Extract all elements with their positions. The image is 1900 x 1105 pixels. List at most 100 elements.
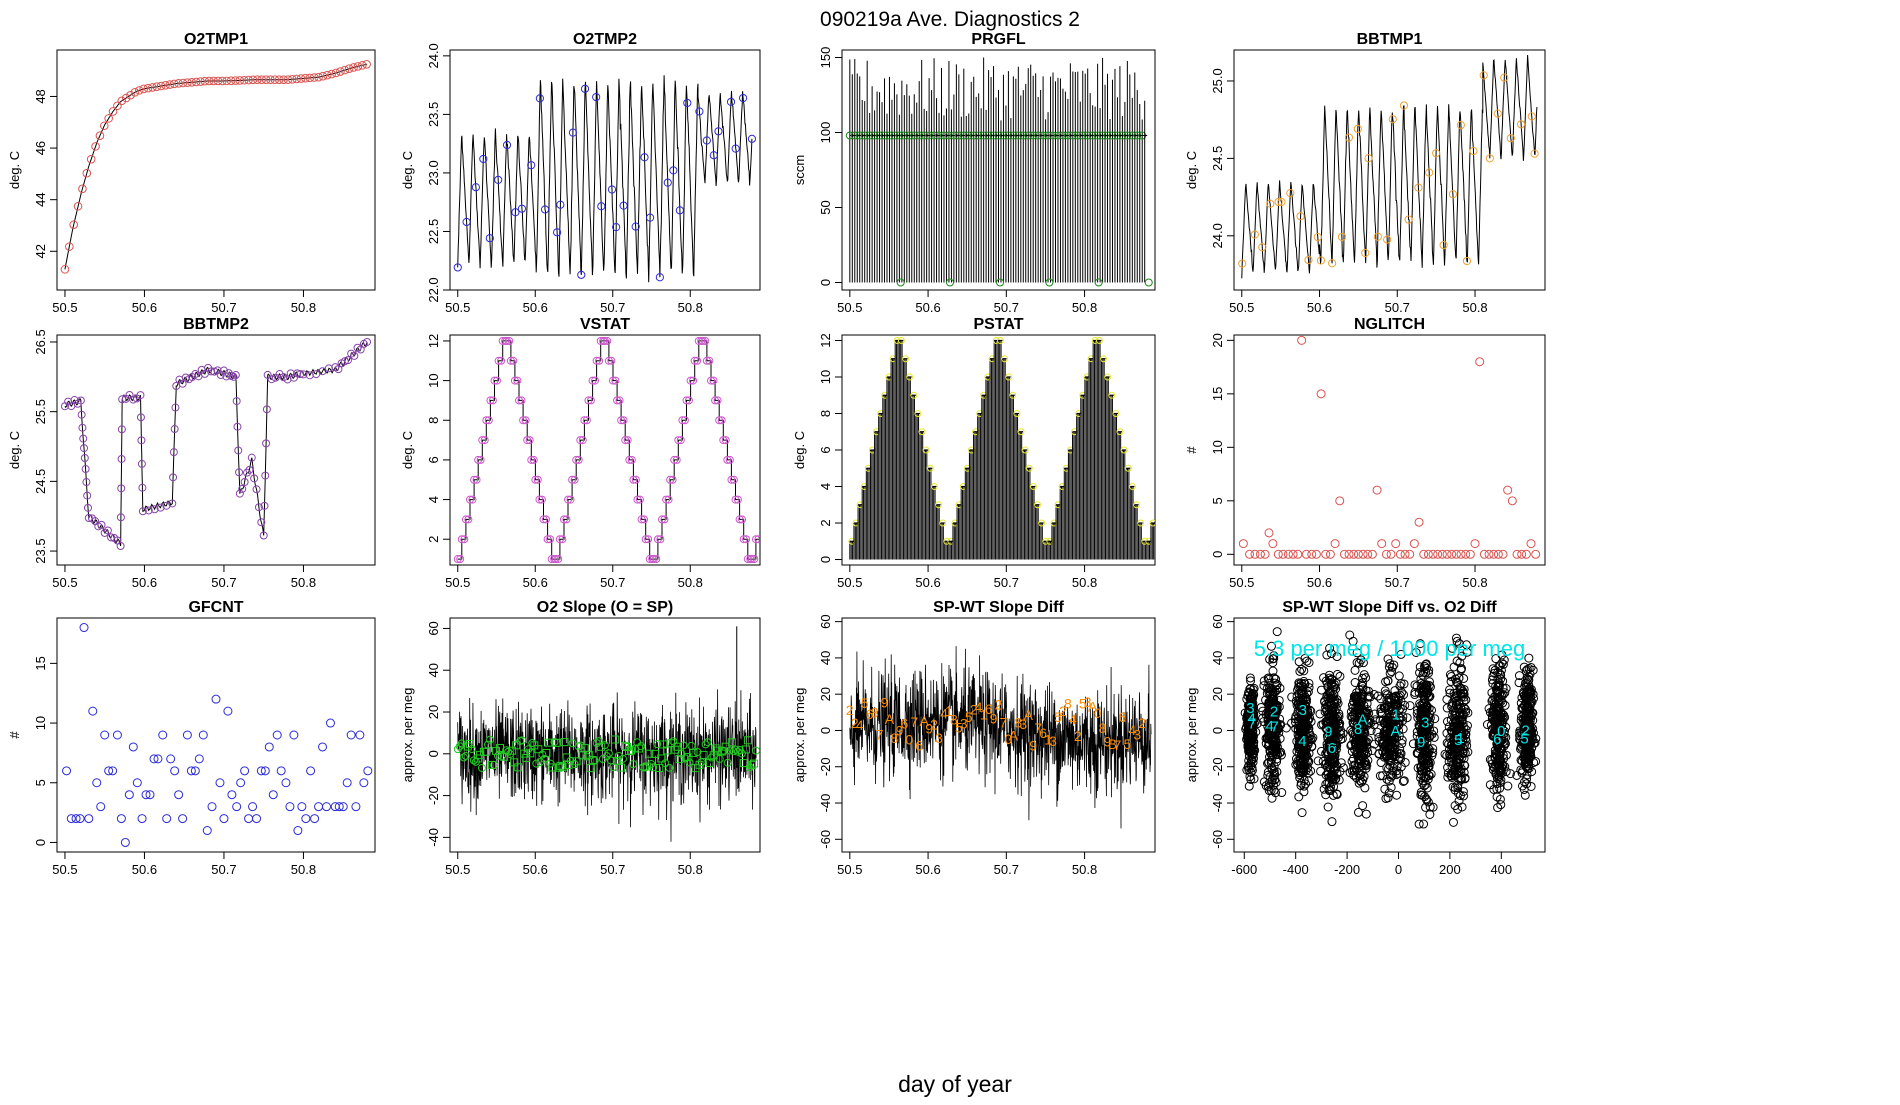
cluster-point [1494, 765, 1504, 775]
cluster-point [1442, 694, 1452, 704]
x-tick-label: 0 [1395, 862, 1402, 877]
data-square [544, 738, 553, 747]
data-square [741, 745, 750, 754]
data-point [474, 455, 483, 464]
data-point [1493, 549, 1503, 559]
cluster-point [1362, 760, 1372, 770]
data-point [1005, 373, 1013, 381]
data-point [731, 144, 740, 153]
data-point [1456, 121, 1465, 130]
data-point [471, 183, 480, 192]
data-point [240, 766, 250, 776]
plot-area [60, 59, 371, 274]
data-point [136, 391, 145, 400]
y-tick-label: 60 [426, 621, 441, 635]
data-point [509, 356, 518, 365]
plot-frame [56, 334, 376, 566]
data-square [463, 742, 472, 751]
cluster-point [1419, 819, 1429, 829]
data-point [117, 454, 126, 463]
zero-point [1144, 278, 1153, 287]
data-point [580, 84, 590, 93]
cluster-point [1244, 761, 1254, 771]
point-label: 6 [866, 706, 874, 722]
data-point [1373, 232, 1382, 241]
data-point [169, 448, 178, 457]
y-tick-label: -20 [1210, 757, 1225, 776]
cluster-point [1522, 774, 1532, 784]
y-tick-label: 24.0 [1210, 223, 1225, 248]
data-point [117, 425, 126, 434]
point-label: 5 [965, 709, 973, 725]
data-point [124, 790, 134, 800]
cluster-point [1430, 714, 1440, 724]
cluster-point [1358, 801, 1368, 811]
data-point [539, 515, 548, 524]
data-point [711, 396, 720, 405]
data-point [612, 223, 621, 232]
data-point [168, 499, 177, 508]
data-point [314, 802, 324, 812]
data-point [297, 802, 307, 812]
data-square [552, 738, 561, 747]
y-tick-label: 40 [818, 651, 833, 665]
data-point [453, 555, 462, 564]
data-point [582, 416, 591, 425]
cluster-point [1328, 790, 1338, 800]
y-tick-label: 12 [818, 333, 833, 347]
cluster-point [1454, 639, 1464, 649]
plot-area: 22456879A896076A92341853524169270A83A976… [846, 646, 1152, 829]
data-point [550, 738, 559, 747]
x-tick-label: 50.5 [445, 300, 470, 315]
data-point [1238, 259, 1247, 268]
x-tick-label: 50.8 [1462, 300, 1487, 315]
y-tick-label: 25.0 [1210, 68, 1225, 93]
data-point [104, 766, 114, 776]
cluster-point [1359, 772, 1369, 782]
data-point [935, 501, 943, 509]
cluster-point [1263, 758, 1273, 768]
data-point [695, 107, 704, 116]
cluster-point [1387, 737, 1397, 747]
data-point [719, 436, 728, 445]
data-point [663, 178, 672, 187]
y-tick-label: 40 [426, 663, 441, 677]
cluster-point [1394, 731, 1404, 741]
data-point [1409, 539, 1419, 549]
data-point [200, 76, 210, 86]
data-point [657, 515, 666, 524]
data-point [652, 555, 661, 564]
data-point [92, 778, 102, 788]
cluster-point [1491, 718, 1501, 728]
data-point [285, 802, 295, 812]
data-square [673, 742, 682, 751]
cluster-point [1458, 787, 1468, 797]
data-point [646, 213, 655, 222]
data-point [502, 336, 511, 345]
y-axis-label: deg. C [400, 431, 415, 469]
data-point [674, 436, 683, 445]
cluster-label: 7 [1271, 719, 1279, 736]
y-axis-label: approx. per meg [400, 688, 415, 783]
x-tick-label: 50.6 [1307, 300, 1332, 315]
data-point [1479, 549, 1489, 559]
data-point [502, 140, 512, 150]
data-point [614, 752, 623, 761]
y-tick-label: 2 [426, 536, 441, 543]
data-point [453, 263, 462, 272]
data-point [149, 754, 159, 764]
chart-pstat: PSTAT 50.5 50.6 50.7 50.8 0 2 4 6 8 10 12 deg. C [792, 316, 1156, 590]
data-square [564, 760, 573, 769]
data-square [560, 738, 569, 747]
data-point [464, 515, 473, 524]
cluster-point [1517, 781, 1527, 791]
data-point [676, 436, 685, 445]
data-point [515, 396, 524, 405]
data-point [479, 154, 488, 164]
data-point [238, 484, 247, 493]
chart-spwt_vs_o2: SP-WT Slope Diff vs. O2 Diff-600 -400 -200… [1184, 599, 1546, 877]
data-point [231, 76, 240, 85]
cluster-point [1355, 685, 1365, 695]
cluster-point [1460, 773, 1470, 783]
